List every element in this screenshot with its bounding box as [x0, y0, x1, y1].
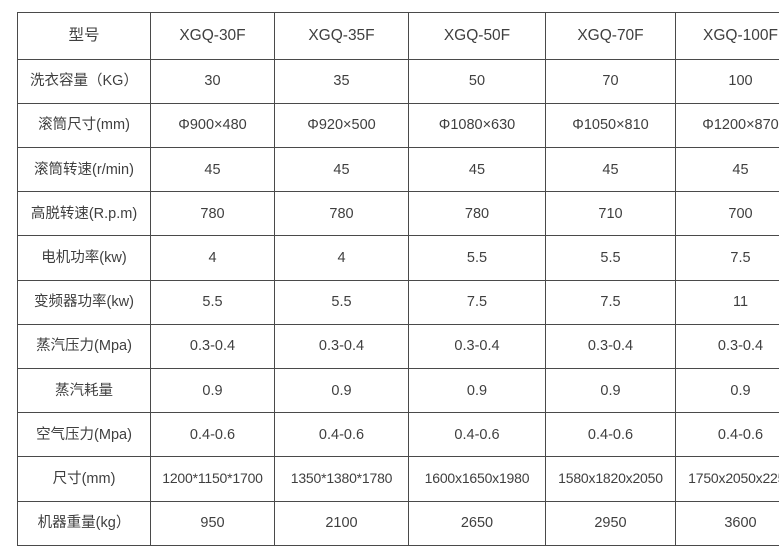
cell-inverter-power-3: 7.5 — [408, 279, 546, 325]
cell-weight-2: 2100 — [274, 500, 409, 547]
table-row-drum-speed: 滚筒转速(r/min) 45 45 45 45 45 — [17, 146, 779, 193]
table-row-air-pressure: 空气压力(Mpa) 0.4-0.6 0.4-0.6 0.4-0.6 0.4-0.… — [17, 412, 779, 458]
cell-weight-1: 950 — [150, 500, 275, 547]
cell-weight-4: 2950 — [545, 500, 676, 547]
cell-capacity-1: 30 — [150, 58, 275, 104]
cell-drum-speed-5: 45 — [675, 146, 779, 193]
cell-steam-pressure-3: 0.3-0.4 — [408, 323, 546, 370]
row-label-drum-speed: 滚筒转速(r/min) — [17, 146, 151, 193]
cell-steam-consumption-4: 0.9 — [545, 368, 676, 414]
cell-inverter-power-2: 5.5 — [274, 279, 409, 325]
row-label-steam-consumption: 蒸汽耗量 — [17, 368, 151, 414]
cell-dimensions-2: 1350*1380*1780 — [274, 456, 409, 502]
table-row-capacity: 洗衣容量（KG） 30 35 50 70 100 — [17, 58, 779, 104]
cell-motor-power-2: 4 — [274, 235, 409, 281]
cell-inverter-power-5: 11 — [675, 279, 779, 325]
cell-spin-speed-5: 700 — [675, 191, 779, 237]
table-row-spin-speed: 高脱转速(R.p.m) 780 780 780 710 700 — [17, 191, 779, 237]
cell-drum-speed-2: 45 — [274, 146, 409, 193]
cell-air-pressure-4: 0.4-0.6 — [545, 412, 676, 458]
cell-dimensions-5: 1750x2050x2250 — [675, 456, 779, 502]
cell-spin-speed-4: 710 — [545, 191, 676, 237]
specification-table-body: 型号 XGQ-30F XGQ-35F XGQ-50F XGQ-70F XGQ-1… — [17, 12, 779, 547]
cell-dimensions-1: 1200*1150*1700 — [150, 456, 275, 502]
cell-capacity-5: 100 — [675, 58, 779, 104]
row-label-capacity: 洗衣容量（KG） — [17, 58, 151, 104]
cell-drum-speed-3: 45 — [408, 146, 546, 193]
table-row-steam-consumption: 蒸汽耗量 0.9 0.9 0.9 0.9 0.9 — [17, 368, 779, 414]
cell-air-pressure-1: 0.4-0.6 — [150, 412, 275, 458]
cell-motor-power-5: 7.5 — [675, 235, 779, 281]
cell-steam-pressure-1: 0.3-0.4 — [150, 323, 275, 370]
cell-air-pressure-5: 0.4-0.6 — [675, 412, 779, 458]
row-label-air-pressure: 空气压力(Mpa) — [17, 412, 151, 458]
row-label-inverter-power: 变频器功率(kw) — [17, 279, 151, 325]
cell-motor-power-3: 5.5 — [408, 235, 546, 281]
cell-dimensions-4: 1580x1820x2050 — [545, 456, 676, 502]
cell-drum-size-4: Φ1050×810 — [545, 102, 676, 149]
cell-spin-speed-2: 780 — [274, 191, 409, 237]
cell-model-xgq70f: XGQ-70F — [545, 12, 676, 60]
row-label-steam-pressure: 蒸汽压力(Mpa) — [17, 323, 151, 370]
cell-steam-pressure-2: 0.3-0.4 — [274, 323, 409, 370]
cell-weight-3: 2650 — [408, 500, 546, 547]
row-label-model: 型号 — [17, 12, 151, 60]
cell-dimensions-3: 1600x1650x1980 — [408, 456, 546, 502]
table-row-model: 型号 XGQ-30F XGQ-35F XGQ-50F XGQ-70F XGQ-1… — [17, 12, 779, 60]
cell-spin-speed-1: 780 — [150, 191, 275, 237]
cell-steam-pressure-4: 0.3-0.4 — [545, 323, 676, 370]
specification-table: 型号 XGQ-30F XGQ-35F XGQ-50F XGQ-70F XGQ-1… — [17, 12, 779, 547]
table-row-drum-size: 滚筒尺寸(mm) Φ900×480 Φ920×500 Φ1080×630 Φ10… — [17, 102, 779, 149]
cell-steam-consumption-2: 0.9 — [274, 368, 409, 414]
table-row-steam-pressure: 蒸汽压力(Mpa) 0.3-0.4 0.3-0.4 0.3-0.4 0.3-0.… — [17, 323, 779, 370]
cell-motor-power-1: 4 — [150, 235, 275, 281]
specification-table-container: 型号 XGQ-30F XGQ-35F XGQ-50F XGQ-70F XGQ-1… — [17, 12, 779, 547]
cell-model-xgq30f: XGQ-30F — [150, 12, 275, 60]
cell-air-pressure-3: 0.4-0.6 — [408, 412, 546, 458]
cell-drum-size-5: Φ1200×870 — [675, 102, 779, 149]
cell-drum-size-2: Φ920×500 — [274, 102, 409, 149]
row-label-spin-speed: 高脱转速(R.p.m) — [17, 191, 151, 237]
table-row-weight: 机器重量(kg） 950 2100 2650 2950 3600 — [17, 500, 779, 547]
cell-motor-power-4: 5.5 — [545, 235, 676, 281]
cell-drum-size-1: Φ900×480 — [150, 102, 275, 149]
cell-drum-size-3: Φ1080×630 — [408, 102, 546, 149]
cell-spin-speed-3: 780 — [408, 191, 546, 237]
row-label-drum-size: 滚筒尺寸(mm) — [17, 102, 151, 149]
cell-capacity-3: 50 — [408, 58, 546, 104]
table-row-dimensions: 尺寸(mm) 1200*1150*1700 1350*1380*1780 160… — [17, 456, 779, 502]
cell-model-xgq50f: XGQ-50F — [408, 12, 546, 60]
cell-steam-consumption-3: 0.9 — [408, 368, 546, 414]
cell-capacity-2: 35 — [274, 58, 409, 104]
cell-steam-consumption-1: 0.9 — [150, 368, 275, 414]
cell-drum-speed-1: 45 — [150, 146, 275, 193]
cell-drum-speed-4: 45 — [545, 146, 676, 193]
cell-model-xgq100f: XGQ-100F — [675, 12, 779, 60]
table-row-inverter-power: 变频器功率(kw) 5.5 5.5 7.5 7.5 11 — [17, 279, 779, 325]
cell-model-xgq35f: XGQ-35F — [274, 12, 409, 60]
row-label-dimensions: 尺寸(mm) — [17, 456, 151, 502]
cell-steam-consumption-5: 0.9 — [675, 368, 779, 414]
row-label-motor-power: 电机功率(kw) — [17, 235, 151, 281]
cell-inverter-power-1: 5.5 — [150, 279, 275, 325]
cell-air-pressure-2: 0.4-0.6 — [274, 412, 409, 458]
table-row-motor-power: 电机功率(kw) 4 4 5.5 5.5 7.5 — [17, 235, 779, 281]
cell-weight-5: 3600 — [675, 500, 779, 547]
cell-steam-pressure-5: 0.3-0.4 — [675, 323, 779, 370]
cell-capacity-4: 70 — [545, 58, 676, 104]
cell-inverter-power-4: 7.5 — [545, 279, 676, 325]
row-label-weight: 机器重量(kg） — [17, 500, 151, 547]
